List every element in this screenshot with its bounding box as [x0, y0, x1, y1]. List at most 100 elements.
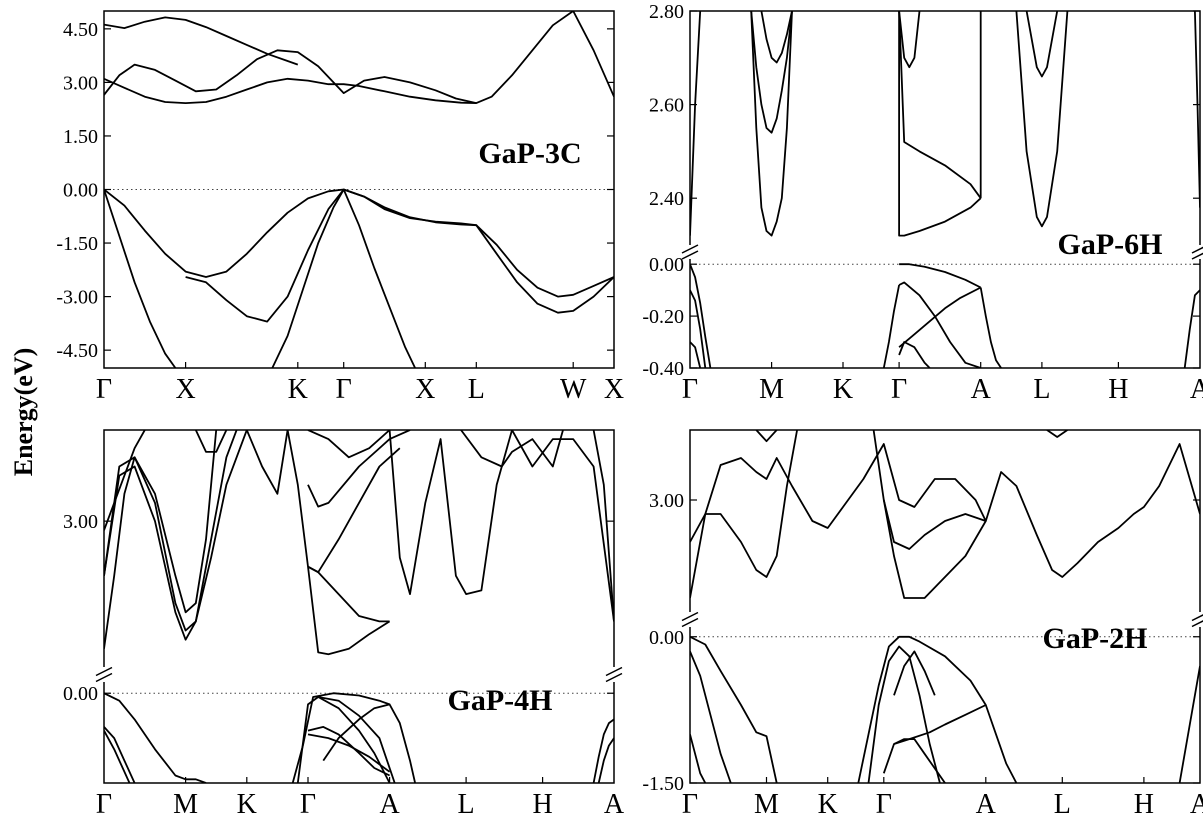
panel-frame — [103, 429, 615, 784]
band-line-upper-10 — [460, 430, 564, 468]
panel-title: GaP-6H — [1058, 228, 1163, 261]
band-line-upper-11 — [592, 430, 614, 622]
x-tick-label: A — [604, 789, 625, 820]
panel-frame — [103, 10, 615, 369]
band-line-upper-8 — [1025, 11, 1059, 78]
band-line-lower-7 — [307, 733, 391, 773]
x-tick-label: Γ — [96, 789, 112, 820]
band-line-lower-6 — [690, 263, 712, 368]
y-tick-label: 0.00 — [63, 683, 98, 705]
y-tick-label: 2.60 — [649, 95, 684, 117]
band-line-lower-0 — [690, 635, 778, 783]
x-tick-label: X — [415, 374, 435, 405]
band-line-lower-8 — [1178, 665, 1200, 783]
y-tick-label: 2.40 — [649, 188, 684, 210]
band-line-lower-2 — [898, 281, 981, 368]
y-tick-label: 0.00 — [649, 627, 684, 649]
x-tick-label: Γ — [336, 374, 352, 405]
x-tick-label: K — [237, 789, 257, 820]
band-line-upper-10 — [1194, 11, 1200, 208]
band-line-upper-1 — [690, 430, 798, 578]
band-line-lower-1 — [979, 287, 1002, 368]
band-line-upper-9 — [307, 430, 614, 622]
band-line-main-1 — [104, 49, 477, 104]
axis-break-mark — [605, 666, 623, 677]
band-line-upper-2 — [104, 430, 218, 649]
band-line-upper-0 — [690, 443, 1200, 599]
band-line-lower-4 — [867, 645, 941, 783]
x-tick-label: A — [1190, 374, 1203, 405]
axis-break-mark — [1191, 252, 1203, 260]
band-line-upper-4 — [872, 430, 987, 550]
y-tick-label: -0.40 — [642, 358, 684, 380]
band-line-upper-1 — [750, 11, 793, 134]
bands-lower — [104, 692, 614, 783]
band-line-lower-0 — [899, 263, 982, 289]
band-line-lower-11 — [597, 737, 614, 783]
bands-main — [104, 11, 614, 368]
x-tick-label: A — [1190, 789, 1203, 820]
band-line-lower-5 — [882, 738, 946, 783]
band-line-main-6 — [271, 189, 345, 368]
band-line-upper-9 — [690, 11, 702, 236]
panel-frame — [689, 10, 1201, 369]
band-line-upper-7 — [307, 447, 401, 574]
x-tick-label: L — [468, 374, 485, 405]
band-line-upper-0 — [750, 11, 793, 237]
band-line-lower-10 — [592, 718, 614, 783]
band-line-lower-2 — [104, 730, 131, 783]
y-tick-label: 4.50 — [63, 19, 98, 41]
band-line-lower-5 — [882, 284, 900, 368]
global-y-axis-label: Energy(eV) — [9, 348, 38, 477]
band-line-main-4 — [185, 188, 614, 323]
axis-break-mark — [1191, 614, 1203, 622]
panel-title: GaP-3C — [478, 137, 581, 170]
band-line-lower-8 — [317, 696, 391, 783]
x-tick-label: A — [976, 789, 997, 820]
band-line-lower-5 — [296, 696, 396, 783]
y-tick-label: 1.50 — [63, 126, 98, 148]
x-tick-label: A — [379, 789, 400, 820]
band-line-lower-0 — [104, 692, 186, 781]
band-line-main-0 — [104, 16, 299, 66]
x-tick-label: L — [1033, 374, 1050, 405]
y-tick-label: 0.00 — [649, 254, 684, 276]
band-line-upper-5 — [1046, 430, 1068, 438]
bands-upper — [690, 430, 1200, 599]
band-line-lower-8 — [690, 341, 702, 368]
band-line-upper-2 — [755, 430, 778, 443]
band-line-upper-3 — [104, 430, 146, 531]
y-tick-label: 3.00 — [649, 490, 684, 512]
x-tick-label: Γ — [682, 789, 698, 820]
band-line-lower-3 — [898, 286, 982, 348]
band-line-upper-4 — [898, 11, 982, 199]
panel-frame — [689, 429, 1201, 784]
y-tick-label: 3.00 — [63, 72, 98, 94]
band-line-lower-4 — [291, 692, 416, 783]
band-line-lower-3 — [857, 635, 1018, 783]
x-tick-label: K — [288, 374, 308, 405]
axis-break-mark — [95, 672, 113, 683]
x-tick-label: H — [1134, 789, 1154, 820]
band-line-main-3 — [104, 188, 614, 298]
band-line-lower-2 — [690, 734, 707, 783]
band-line-upper-3 — [882, 499, 987, 599]
axis-break-mark — [681, 250, 699, 260]
bands-lower — [690, 635, 1200, 783]
chart-panel-gap-3c: 4.503.001.500.00-1.50-3.00-4.50Γ X K Γ X L W XG… — [56, 10, 624, 405]
band-line-lower-6 — [307, 726, 390, 777]
band-line-lower-7 — [893, 650, 936, 696]
axis-break-mark — [681, 244, 699, 254]
band-line-upper-5 — [286, 430, 391, 656]
x-tick-label: H — [532, 789, 552, 820]
x-tick-label: M — [173, 789, 198, 820]
x-tick-label: Γ — [876, 789, 892, 820]
band-line-lower-9 — [322, 703, 390, 762]
panel-title: GaP-2H — [1043, 622, 1148, 655]
axis-break-mark — [1191, 620, 1203, 628]
x-tick-label: Γ — [96, 374, 112, 405]
y-tick-label: -4.50 — [56, 340, 98, 362]
x-tick-label: X — [175, 374, 195, 405]
